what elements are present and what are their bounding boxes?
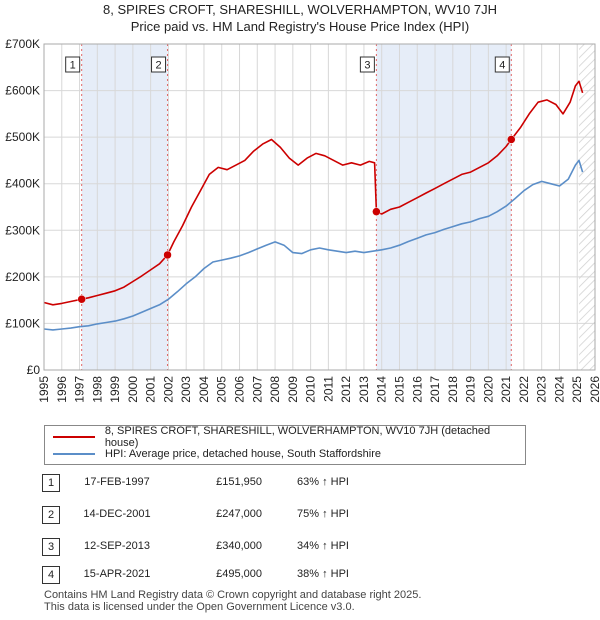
table-row: 4 15-APR-2021 £495,000 38% ↑ HPI — [42, 566, 442, 586]
x-tick-label: 2012 — [339, 376, 353, 403]
x-tick-label: 2016 — [410, 376, 424, 403]
chart-title-address: 8, SPIRES CROFT, SHARESHILL, WOLVERHAMPT… — [103, 2, 497, 17]
x-tick-label: 2009 — [286, 376, 300, 403]
sale-label-box — [151, 56, 167, 73]
transaction-number-badge: 2 — [42, 506, 60, 524]
transaction-hpi-change: 38% ↑ HPI — [297, 568, 349, 580]
x-tick-label: 2013 — [357, 376, 371, 403]
sale-point — [163, 250, 172, 260]
x-tick-label: 2020 — [481, 376, 495, 403]
y-tick-label: £500K — [5, 130, 40, 144]
table-row: 1 17-FEB-1997 £151,950 63% ↑ HPI — [42, 474, 442, 494]
x-tick-label: 2010 — [304, 376, 318, 403]
legend-item-price-paid: 8, SPIRES CROFT, SHARESHILL, WOLVERHAMPT… — [53, 425, 525, 449]
transaction-price: £151,950 — [216, 476, 262, 488]
legend-label-hpi: HPI: Average price, detached house, Sout… — [105, 448, 381, 460]
price-chart: 1 2 3 4 £0 £100K £200K £300K £400K £500K £600K £70… — [5, 37, 600, 403]
transaction-hpi-change: 34% ↑ HPI — [297, 540, 349, 552]
y-tick-label: £600K — [5, 84, 40, 98]
x-tick-label: 2006 — [233, 376, 247, 403]
transaction-date: 12-SEP-2013 — [83, 540, 151, 552]
x-tick-label: 2003 — [179, 376, 193, 403]
x-tick-label: 1997 — [73, 376, 87, 403]
transaction-number-badge: 4 — [42, 566, 60, 584]
x-tick-label: 2026 — [588, 376, 600, 403]
y-tick-label: £700K — [5, 37, 40, 51]
y-tick-label: £300K — [5, 223, 40, 237]
sale-label: 2 — [155, 60, 161, 72]
sale-label: 4 — [499, 60, 505, 72]
sale-label-box — [494, 56, 510, 73]
transaction-price: £495,000 — [216, 568, 262, 580]
sale-label: 1 — [70, 60, 76, 72]
sale-label-box — [359, 56, 375, 73]
x-tick-label: 2015 — [392, 376, 406, 403]
transaction-hpi-change: 75% ↑ HPI — [297, 508, 349, 520]
transaction-hpi-change: 63% ↑ HPI — [297, 476, 349, 488]
x-tick-label: 2022 — [517, 376, 531, 403]
x-tick-label: 2011 — [321, 376, 335, 402]
x-tick-label: 2014 — [375, 376, 389, 403]
shaded-period — [81, 44, 168, 370]
sale-label: 3 — [364, 60, 370, 72]
sale-point — [372, 207, 381, 216]
x-tick-label: 2004 — [197, 376, 211, 403]
sale-point — [507, 135, 516, 144]
legend-swatch-price-paid — [53, 436, 95, 438]
footer-copyright: Contains HM Land Registry data © Crown c… — [44, 589, 422, 601]
y-tick-label: £100K — [5, 316, 40, 330]
legend-item-hpi: HPI: Average price, detached house, Sout… — [53, 446, 381, 462]
x-tick-label: 1996 — [55, 376, 69, 403]
y-tick-label: £0 — [27, 363, 41, 377]
transaction-date: 15-APR-2021 — [83, 568, 151, 580]
y-tick-label: £400K — [5, 177, 40, 191]
x-tick-label: 1998 — [90, 376, 104, 403]
x-tick-label: 1999 — [108, 376, 122, 403]
x-tick-label: 2023 — [535, 376, 549, 403]
transaction-number-badge: 3 — [42, 538, 60, 556]
legend-swatch-hpi — [53, 453, 95, 455]
x-tick-label: 2019 — [464, 376, 478, 403]
transaction-number-badge: 1 — [42, 474, 60, 492]
hpi-line — [43, 159, 584, 331]
chart-subtitle: Price paid vs. HM Land Registry's House … — [130, 19, 470, 34]
transaction-date: 14-DEC-2001 — [83, 508, 151, 520]
plot-frame — [43, 43, 596, 371]
legend-label-price-paid: 8, SPIRES CROFT, SHARESHILL, WOLVERHAMPT… — [104, 425, 491, 449]
footer-licence: This data is licensed under the Open Gov… — [44, 601, 355, 613]
transaction-price: £340,000 — [216, 540, 262, 552]
x-tick-label: 2000 — [126, 376, 140, 403]
x-tick-label: 2002 — [161, 376, 175, 403]
x-tick-label: 2025 — [570, 376, 584, 403]
x-tick-label: 1995 — [37, 376, 51, 403]
table-row: 2 14-DEC-2001 £247,000 75% ↑ HPI — [42, 506, 442, 526]
y-tick-label: £200K — [5, 270, 40, 284]
sale-point — [77, 294, 86, 304]
x-tick-label: 2017 — [428, 376, 442, 403]
table-row: 3 12-SEP-2013 £340,000 34% ↑ HPI — [42, 538, 442, 558]
x-tick-label: 2018 — [446, 376, 460, 403]
price-paid-line — [43, 80, 584, 306]
x-tick-label: 2008 — [268, 376, 282, 403]
transaction-price: £247,000 — [216, 508, 262, 520]
x-tick-label: 2005 — [215, 376, 229, 403]
projection-hatch — [579, 44, 595, 370]
legend: 8, SPIRES CROFT, SHARESHILL, WOLVERHAMPT… — [44, 425, 526, 465]
x-tick-label: 2001 — [144, 376, 158, 403]
sale-label-box — [65, 56, 81, 73]
x-tick-label: 2021 — [499, 376, 513, 403]
transaction-date: 17-FEB-1997 — [84, 476, 150, 488]
x-tick-label: 2024 — [552, 376, 566, 403]
x-tick-label: 2007 — [250, 376, 264, 403]
